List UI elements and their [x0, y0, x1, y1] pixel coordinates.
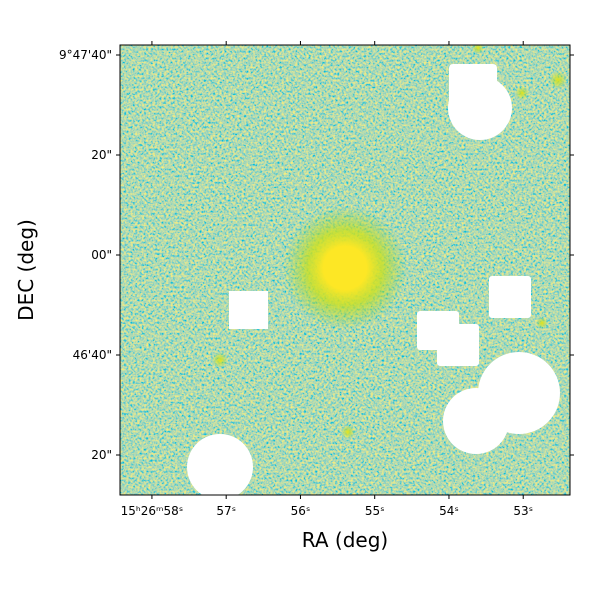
x-tick-label: 53ˢ [513, 504, 533, 518]
x-tick-label: 55ˢ [365, 504, 385, 518]
y-tick-label: 00" [91, 248, 112, 262]
x-axis-label: RA (deg) [302, 528, 388, 552]
axes-frame [119, 44, 571, 496]
y-axis-label: DEC (deg) [14, 219, 38, 321]
x-tick-label: 54ˢ [439, 504, 459, 518]
y-tick-label: 9°47'40" [59, 48, 112, 62]
y-tick-label: 20" [91, 148, 112, 162]
x-tick-label: 15ʰ26ᵐ58ˢ [121, 504, 184, 518]
x-tick-label: 57ˢ [216, 504, 236, 518]
image [120, 45, 570, 495]
y-tick-label: 20" [91, 448, 112, 462]
y-tick-label: 46'40" [73, 348, 112, 362]
mask [187, 64, 560, 495]
x-tick-label: 56ˢ [291, 504, 311, 518]
